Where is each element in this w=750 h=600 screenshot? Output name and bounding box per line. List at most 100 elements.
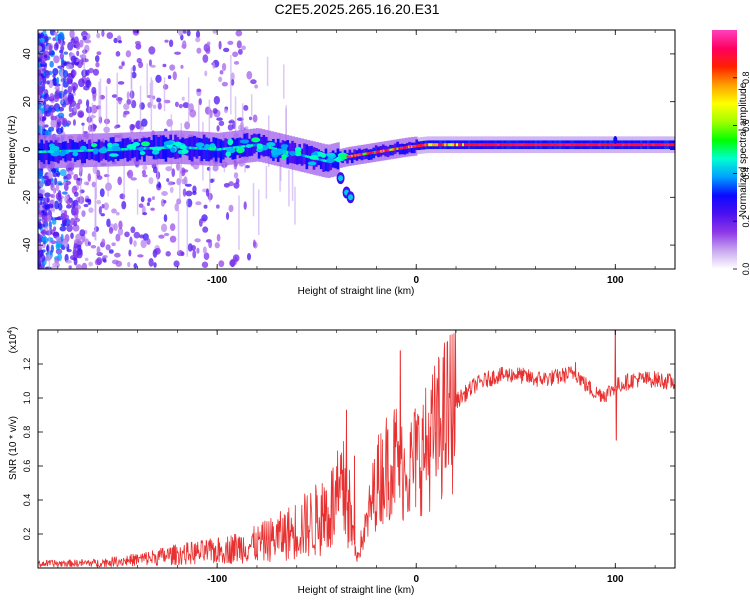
spectrogram-noise-cell — [65, 259, 72, 264]
spectrogram-noise-cell — [216, 233, 221, 242]
spectrogram-noise-streak — [151, 80, 154, 107]
spectrogram-noise-cell — [158, 234, 165, 239]
spectrogram-ridge-cell — [587, 143, 590, 147]
spectrogram-noise-cell — [150, 64, 156, 68]
spectrogram-blob — [251, 137, 261, 143]
spectrogram-blob — [49, 145, 60, 152]
spectrogram-noise-cell — [38, 45, 43, 52]
spectrogram-noise-cell — [223, 47, 230, 53]
spectrogram-noise-cell — [196, 247, 200, 254]
spectrogram-blob — [266, 142, 276, 147]
spectrogram-noise-cell — [203, 204, 208, 209]
spectrogram-ridge-cell — [424, 143, 427, 147]
spectrogram-noise-cell — [233, 172, 239, 179]
spectrogram-noise-cell — [111, 94, 118, 98]
spectrogram-noise-cell — [180, 64, 184, 69]
spectrogram-noise-cell — [96, 32, 101, 39]
spectrogram-band-cell — [413, 142, 416, 154]
spectrogram-ridge-cell — [43, 150, 47, 153]
spectrogram-noise-cell — [127, 261, 131, 268]
spectrogram-peak-cell — [613, 143, 616, 146]
snr-x-label: Height of straight line (km) — [298, 585, 415, 596]
spectrogram-noise-cell — [63, 89, 68, 95]
spectrogram-noise-cell — [57, 190, 62, 198]
spectrogram-noise-cell — [113, 223, 118, 232]
spectrogram-ridge-cell — [428, 143, 431, 147]
spectrogram-noise-cell — [212, 62, 216, 69]
spectrogram-noise-cell — [204, 70, 208, 77]
spectrogram-noise-cell — [202, 246, 207, 254]
spectrogram-noise-streak — [265, 165, 268, 199]
spectrogram-noise-cell — [152, 104, 157, 109]
spectrogram-ridge-cell — [73, 149, 77, 153]
spectrogram-noise-cell — [241, 45, 246, 51]
spectrogram-noise-cell — [166, 178, 170, 182]
snr-x-tick-label: 100 — [607, 574, 624, 585]
spectrogram-ridge-cell — [147, 147, 150, 150]
spectrogram-blob — [209, 143, 216, 148]
spectrogram-band-cell — [267, 140, 270, 157]
spectrogram-ridge-cell — [125, 147, 128, 151]
spectrogram-noise-streak — [187, 77, 190, 122]
snr-x-tick-label: 0 — [413, 574, 419, 585]
spectrogram-noise-cell — [142, 212, 148, 216]
spectrogram-noise-cell — [57, 182, 64, 186]
spectrogram-peak-cell — [409, 145, 412, 148]
spectrogram-ridge-cell — [390, 148, 393, 151]
spectrogram-ridge-cell — [659, 143, 662, 147]
spectrogram-ridge-cell — [647, 143, 650, 147]
spectrogram-ridge-cell — [539, 143, 542, 147]
spectrogram-ridge-cell — [593, 143, 596, 147]
spectrogram-noise-cell — [213, 95, 221, 105]
spectrogram-noise-cell — [47, 203, 54, 209]
spectrogram-peak-cell — [640, 143, 643, 146]
spectrogram-peak-cell — [583, 143, 586, 146]
spectrogram-ridge-cell — [219, 148, 222, 151]
spectrogram-noise-cell — [51, 265, 58, 269]
spectrogram-noise-cell — [169, 223, 176, 232]
spectrogram-peak-cell — [562, 143, 565, 146]
spectrogram-noise-cell — [235, 30, 243, 37]
spectrogram-band-cell — [405, 143, 409, 154]
spectrogram-noise-cell — [67, 72, 72, 77]
spectrogram-ridge-cell — [521, 143, 524, 147]
spectrogram-ridge-cell — [143, 147, 146, 150]
spectrogram-noise-cell — [48, 126, 55, 132]
spectrogram-ridge-cell — [362, 152, 365, 156]
spectrogram-ridge-cell — [438, 143, 441, 147]
spectrogram-noise-cell — [85, 79, 92, 88]
spectrogram-ridge-cell — [448, 143, 451, 147]
spectrogram-ridge-cell — [460, 143, 463, 147]
spectrogram-noise-streak — [95, 153, 97, 199]
spectrogram-ridge-cell — [467, 143, 471, 147]
spectrogram-band-cell — [370, 149, 373, 160]
spectrogram-noise-cell — [114, 125, 118, 129]
spectrogram-noise-cell — [184, 183, 192, 187]
spectrogram-band-cell — [300, 148, 304, 166]
spectrogram-noise-cell — [140, 239, 147, 249]
spectrogram-noise-cell — [76, 243, 82, 251]
spectrogram-noise-cell — [254, 84, 258, 89]
spectrogram-noise-cell — [163, 200, 167, 204]
spectrogram-peak-cell — [535, 143, 538, 146]
spectrogram-noise-cell — [51, 219, 57, 225]
spectrogram-ridge-cell — [187, 146, 190, 149]
spectrogram-ridge-cell — [458, 143, 461, 147]
spectrogram-ridge-cell — [127, 147, 130, 151]
spectrogram-ridge-cell — [69, 149, 73, 153]
spectrogram-noise-cell — [232, 51, 239, 58]
spectrogram-noise-cell — [209, 178, 214, 184]
spectrogram-noise-cell — [171, 168, 176, 178]
spectrogram-noise-cell — [106, 218, 111, 228]
spectrogram-ridge-cell — [121, 148, 124, 151]
spectrogram-noise-cell — [41, 175, 49, 179]
spectrogram-noise-cell — [94, 55, 100, 63]
spectrogram-noise-cell — [65, 180, 72, 186]
spectrogram-peak-cell — [475, 143, 478, 146]
spectrogram-peak-cell — [487, 143, 490, 146]
colorbar-tick-label: 0.4 — [741, 167, 750, 180]
spectrogram-ridge-cell — [123, 148, 126, 151]
spectrogram-peak-cell — [601, 143, 604, 146]
snr-y-tick-label: 0.2 — [22, 528, 32, 541]
